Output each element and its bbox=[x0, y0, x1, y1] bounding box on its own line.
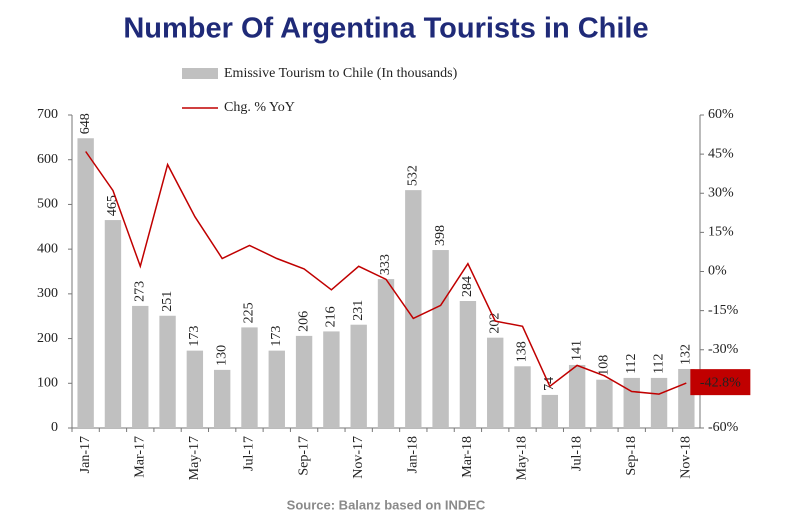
bar-value-label: 74 bbox=[542, 377, 557, 391]
bar-value-label: 206 bbox=[296, 311, 311, 332]
bar-value-label: 225 bbox=[242, 302, 257, 323]
bar bbox=[541, 394, 559, 428]
x-tick-label: Nov-17 bbox=[351, 436, 366, 479]
bar-value-label: 284 bbox=[460, 276, 475, 297]
bar-value-label: 202 bbox=[487, 313, 502, 334]
bar-value-label: 112 bbox=[651, 353, 666, 373]
y-tick-label: 200 bbox=[37, 331, 58, 346]
bar-value-label: 231 bbox=[351, 300, 366, 321]
source: Source: Balanz based on INDEC bbox=[287, 497, 486, 512]
callout-label: -42.8% bbox=[700, 375, 741, 390]
chart-title: Number Of Argentina Tourists in Chile bbox=[123, 13, 648, 45]
bar-value-label: 398 bbox=[433, 225, 448, 246]
bar bbox=[268, 350, 285, 428]
bar-value-label: 132 bbox=[679, 344, 694, 365]
x-tick-label: Nov-18 bbox=[679, 436, 694, 479]
legend-label: Chg. % YoY bbox=[224, 100, 295, 115]
x-tick-label: Jul-17 bbox=[242, 436, 257, 471]
bar-value-label: 273 bbox=[132, 281, 147, 302]
bar bbox=[295, 335, 313, 428]
y-tick-label: 600 bbox=[37, 152, 58, 167]
bar-value-label: 173 bbox=[187, 326, 202, 347]
bar-value-label: 532 bbox=[406, 165, 421, 186]
bar bbox=[104, 220, 122, 428]
x-tick-label: Sep-17 bbox=[296, 436, 311, 476]
bar-value-label: 648 bbox=[78, 113, 93, 134]
bar-value-label: 173 bbox=[269, 326, 284, 347]
y2-tick-label: -15% bbox=[708, 303, 739, 318]
y2-tick-label: -60% bbox=[708, 420, 739, 435]
x-tick-label: May-18 bbox=[515, 436, 530, 480]
bar bbox=[350, 324, 367, 428]
bar-value-label: 251 bbox=[160, 291, 175, 312]
bar bbox=[459, 301, 477, 428]
bar-value-label: 130 bbox=[214, 345, 229, 366]
y-tick-label: 0 bbox=[51, 420, 58, 435]
bar bbox=[186, 350, 204, 428]
bar-value-label: 333 bbox=[378, 254, 393, 275]
line bbox=[85, 151, 687, 395]
x-tick-label: Mar-17 bbox=[132, 436, 147, 478]
bar bbox=[650, 377, 668, 428]
y2-tick-label: 30% bbox=[708, 185, 734, 200]
y2-tick-label: 15% bbox=[708, 225, 734, 240]
bar bbox=[568, 364, 586, 428]
x-tick-label: Sep-18 bbox=[624, 436, 639, 476]
y2-tick-label: 60% bbox=[708, 107, 734, 122]
bar bbox=[432, 250, 449, 428]
bar-value-label: 112 bbox=[624, 353, 639, 373]
bar bbox=[487, 337, 504, 428]
bar bbox=[323, 331, 340, 428]
y-tick-label: 300 bbox=[37, 286, 58, 301]
bar-value-label: 138 bbox=[515, 341, 530, 362]
legend-label: Emissive Tourism to Chile (In thousands) bbox=[224, 66, 458, 81]
bar bbox=[77, 138, 94, 428]
y2-tick-label: 0% bbox=[708, 264, 727, 279]
x-tick-label: May-17 bbox=[187, 436, 202, 480]
y-tick-label: 700 bbox=[37, 107, 58, 122]
y2-tick-label: -30% bbox=[708, 342, 739, 357]
x-tick-label: Jul-18 bbox=[569, 436, 584, 471]
y-tick-label: 100 bbox=[37, 376, 58, 391]
x-tick-label: Jan-17 bbox=[78, 436, 93, 473]
bar-value-label: 216 bbox=[324, 306, 339, 327]
y2-tick-label: 45% bbox=[708, 146, 734, 161]
bar bbox=[132, 305, 149, 428]
bar-value-label: 108 bbox=[597, 355, 612, 376]
bar bbox=[377, 279, 395, 428]
bar bbox=[213, 369, 231, 428]
bar bbox=[241, 327, 258, 428]
bar bbox=[596, 379, 613, 428]
bar bbox=[514, 366, 531, 428]
bar bbox=[159, 315, 176, 428]
bar-value-label: 141 bbox=[569, 340, 584, 361]
x-tick-label: Jan-18 bbox=[406, 436, 421, 473]
bar bbox=[405, 190, 422, 428]
y-tick-label: 500 bbox=[37, 197, 58, 212]
x-tick-label: Mar-18 bbox=[460, 436, 475, 478]
y-tick-label: 400 bbox=[37, 241, 58, 256]
bar bbox=[623, 377, 640, 428]
callout-box bbox=[690, 369, 751, 396]
legend-swatch bbox=[182, 68, 218, 79]
